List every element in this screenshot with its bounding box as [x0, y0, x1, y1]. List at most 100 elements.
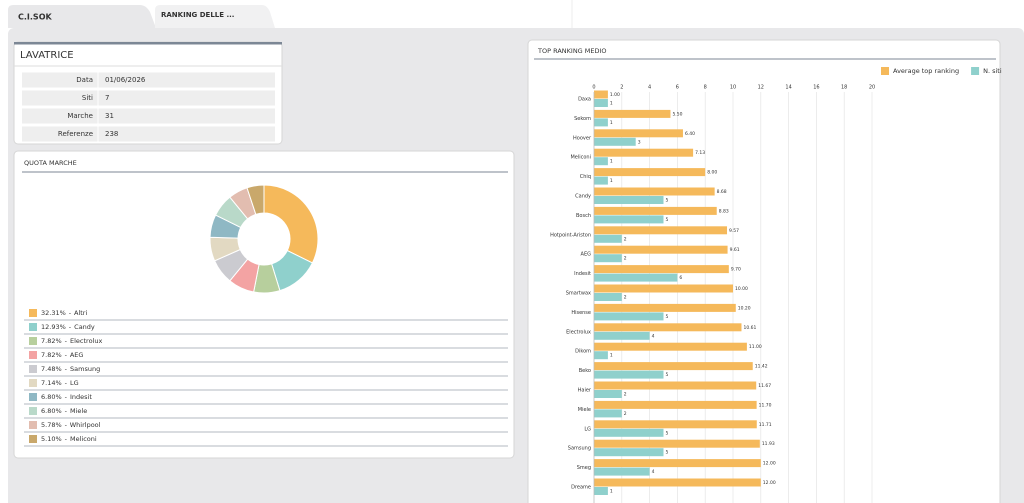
legend-name: Meliconi: [70, 435, 97, 443]
y-tick-label: Meliconi: [570, 155, 591, 161]
y-tick-label: Beko: [579, 368, 591, 374]
tab-label[interactable]: RANKING DELLE ...: [161, 11, 234, 19]
info-value: 01/06/2026: [105, 76, 146, 84]
legend-value: 5.78%: [41, 421, 62, 429]
y-tick-label: Chiq: [580, 174, 591, 180]
tab[interactable]: [155, 5, 275, 28]
y-tick-label: Dikom: [575, 349, 591, 355]
data-label: 9.70: [731, 267, 741, 273]
x-tick-label: 12: [758, 85, 764, 91]
bar: [594, 331, 650, 340]
y-tick-label: Electrolux: [566, 329, 591, 335]
info-label: Marche: [67, 112, 93, 120]
legend-value: 7.82%: [41, 351, 62, 359]
data-label: 3: [638, 139, 641, 145]
info-label: Referenze: [58, 130, 93, 138]
data-label: 10.00: [735, 286, 748, 292]
legend-swatch: [971, 67, 980, 75]
legend-name: AEG: [70, 351, 84, 359]
info-row: [22, 72, 275, 88]
legend-entry: 7.82% - Electrolux: [41, 337, 102, 345]
y-tick-label: LG: [584, 426, 591, 432]
y-tick-label: Smeg: [577, 465, 591, 471]
legend-label: Average top ranking: [893, 67, 959, 75]
x-tick-label: 8: [704, 85, 707, 91]
data-label: 1: [610, 101, 613, 107]
legend-swatch: [29, 379, 37, 387]
info-row: [22, 108, 275, 124]
legend-entry: 32.31% - Altri: [41, 309, 87, 317]
bar: [594, 168, 706, 177]
legend-value: 7.82%: [41, 337, 62, 345]
chart-title: QUOTA MARCHE: [24, 159, 77, 167]
bar: [594, 478, 761, 487]
legend-value: 5.10%: [41, 435, 62, 443]
legend-separator: -: [65, 379, 68, 387]
data-label: 11.71: [759, 422, 772, 428]
data-label: 1: [610, 178, 613, 184]
bar: [594, 362, 753, 371]
data-label: 4: [652, 333, 655, 339]
bar: [594, 226, 728, 235]
data-label: 12.00: [763, 480, 776, 486]
legend-separator: -: [65, 435, 68, 443]
legend-value: 6.80%: [41, 393, 62, 401]
legend-entry: 7.14% - LG: [41, 379, 79, 387]
bar: [594, 187, 715, 196]
legend-separator: -: [65, 407, 68, 415]
info-title: LAVATRICE: [20, 50, 74, 61]
legend-swatch: [29, 365, 37, 373]
info-label: Data: [76, 76, 93, 84]
bar: [594, 148, 694, 157]
data-label: 5: [666, 430, 669, 436]
bar: [594, 409, 622, 418]
info-row: [22, 126, 275, 142]
y-tick-label: Indesit: [574, 271, 591, 277]
data-label: 11.00: [749, 344, 762, 350]
legend-swatch: [29, 309, 37, 317]
bar: [594, 90, 608, 99]
x-tick-label: 10: [730, 85, 736, 91]
y-tick-label: Bosch: [576, 213, 591, 219]
bar: [594, 129, 683, 138]
legend-entry: 7.82% - AEG: [41, 351, 83, 359]
tab[interactable]: [8, 5, 156, 28]
data-label: 7.13: [695, 150, 705, 156]
data-label: 2: [624, 236, 627, 242]
data-label: 5: [666, 217, 669, 223]
pie-slice: [263, 184, 319, 264]
data-label: 5.50: [672, 111, 682, 117]
legend-separator: -: [65, 337, 68, 345]
legend-separator: -: [69, 309, 72, 317]
legend-swatch: [29, 407, 37, 415]
y-tick-label: Daxa: [578, 97, 591, 103]
y-tick-label: Miele: [578, 407, 591, 413]
bar: [594, 448, 664, 457]
legend-value: 6.80%: [41, 407, 62, 415]
legend-name: Indesit: [70, 393, 92, 401]
legend-entry: 5.78% - Whirlpool: [41, 421, 101, 429]
x-tick-label: 16: [813, 85, 819, 91]
legend-entry: 6.80% - Miele: [41, 407, 87, 415]
y-tick-label: Sekom: [574, 116, 591, 122]
data-label: 11.70: [759, 402, 772, 408]
info-label: Siti: [82, 94, 93, 102]
legend-swatch: [29, 323, 37, 331]
legend-name: LG: [70, 379, 79, 387]
data-label: 8.68: [717, 189, 727, 195]
data-label: 5: [666, 314, 669, 320]
bar: [594, 176, 608, 185]
info-rows: Data 01/06/2026 Siti 7 Marche 31 Referenze 238: [22, 72, 275, 142]
data-label: 5: [666, 372, 669, 378]
y-tick-label: Candy: [575, 194, 591, 200]
y-tick-label: AEG: [581, 252, 592, 258]
bar: [594, 351, 608, 360]
data-label: 12.00: [763, 461, 776, 467]
tab-label[interactable]: C.I.SOK: [18, 13, 52, 22]
legend-swatch: [881, 67, 889, 75]
bar: [594, 381, 757, 390]
data-label: 1.00: [610, 92, 620, 98]
bar: [594, 265, 729, 274]
